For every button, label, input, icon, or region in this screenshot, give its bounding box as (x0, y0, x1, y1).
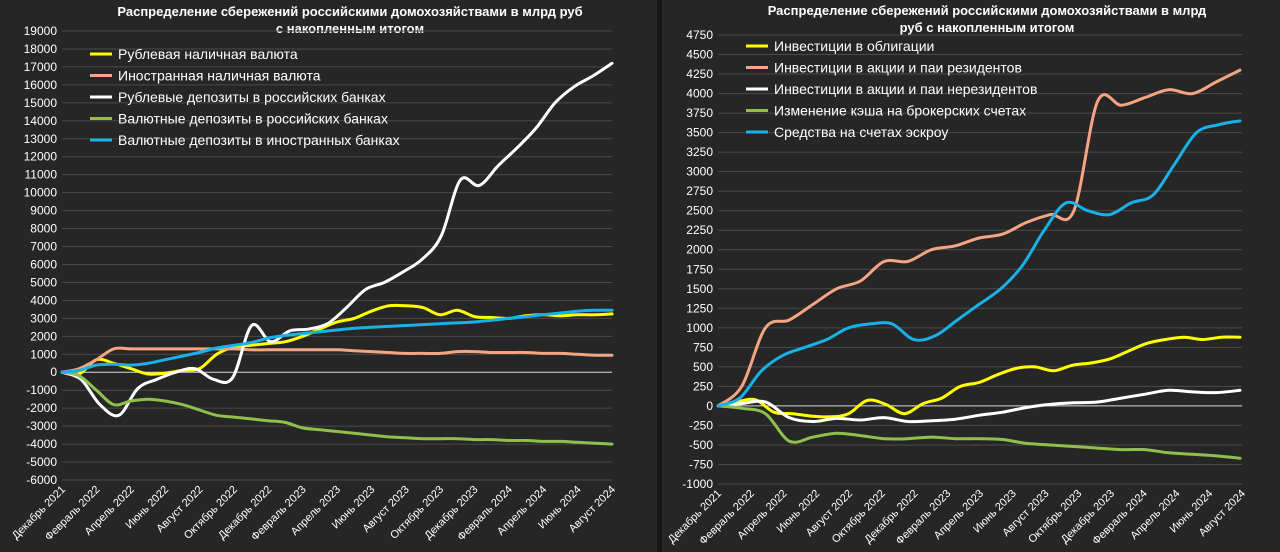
y-tick-label: -1000 (26, 383, 57, 397)
y-tick-label: -6000 (26, 473, 57, 487)
chart-left: Распределение сбережений российскими дом… (10, 4, 618, 543)
y-tick-label: 1000 (686, 321, 713, 335)
y-tick-label: 750 (693, 340, 713, 354)
y-tick-label: 15000 (24, 96, 58, 110)
y-tick-label: 12000 (24, 150, 58, 164)
chart-title-line1: Распределение сбережений российскими дом… (117, 4, 582, 19)
y-tick-label: 2750 (686, 184, 713, 198)
y-tick-label: 3500 (686, 126, 713, 140)
y-tick-label: 19000 (24, 24, 58, 38)
y-tick-label: 8000 (30, 222, 57, 236)
y-tick-label: -1000 (682, 477, 713, 491)
series-line-2 (60, 346, 614, 374)
series-line-3 (716, 388, 1242, 424)
legend-label: Валютные депозиты в российских банках (118, 111, 388, 127)
y-tick-label: -750 (689, 457, 713, 471)
panel-divider (657, 0, 662, 552)
y-tick-label: 5000 (30, 275, 57, 289)
y-tick-label: 11000 (25, 168, 58, 182)
y-tick-label: -5000 (26, 455, 57, 469)
y-tick-label: 17000 (24, 60, 58, 74)
series-line-4 (60, 370, 614, 446)
y-tick-label: 2500 (686, 204, 713, 218)
gridlines (62, 30, 612, 481)
y-tick-label: 3750 (686, 106, 713, 120)
legend-label: Рублевые депозиты в российских банках (118, 89, 386, 105)
series-line-3 (60, 61, 614, 418)
legend-label: Валютные депозиты в иностранных банках (118, 132, 400, 148)
legend-label: Инвестиции в акции и паи резидентов (774, 60, 1022, 76)
legend-label: Иностранная наличная валюта (118, 68, 321, 84)
y-tick-label: 2000 (30, 329, 57, 343)
y-tick-label: 4000 (30, 293, 57, 307)
legend-label: Инвестиции в облигации (774, 38, 934, 54)
y-tick-label: 6000 (30, 257, 57, 271)
y-tick-label: 3000 (30, 311, 57, 325)
chart-panel-right: Распределение сбережений российскими дом… (662, 0, 1280, 552)
y-tick-label: 13000 (24, 132, 58, 146)
legend-label: Средства на счетах эскроу (774, 124, 948, 140)
y-tick-label: -4000 (26, 437, 57, 451)
y-tick-label: 7000 (30, 240, 57, 254)
y-tick-label: 1250 (686, 301, 713, 315)
y-tick-label: 250 (693, 379, 713, 393)
series-line-2 (716, 68, 1242, 408)
y-tick-label: -2000 (26, 401, 57, 415)
chart-panel-left: Распределение сбережений российскими дом… (0, 0, 657, 552)
series-line-5 (716, 119, 1242, 408)
y-tick-label: 4000 (686, 87, 713, 101)
gridlines (718, 34, 1242, 485)
chart-right: Распределение сбережений российскими дом… (666, 3, 1248, 547)
y-tick-label: 0 (706, 399, 713, 413)
y-tick-label: 14000 (24, 114, 58, 128)
legend-label: Инвестиции в акции и паи нерезидентов (774, 81, 1037, 97)
y-tick-label: 2250 (686, 223, 713, 237)
y-tick-label: 1000 (30, 347, 57, 361)
series-line-4 (716, 404, 1242, 460)
legend-label: Изменение кэша на брокерских счетах (774, 103, 1026, 119)
legend-label: Рублевая наличная валюта (118, 46, 298, 62)
y-tick-label: 500 (693, 360, 713, 374)
y-tick-label: 3000 (686, 165, 713, 179)
y-tick-label: 3250 (686, 145, 713, 159)
y-tick-label: 1500 (686, 282, 713, 296)
y-tick-label: 4500 (686, 48, 713, 62)
y-tick-label: -500 (689, 438, 713, 452)
y-tick-label: 10000 (24, 186, 58, 200)
y-tick-label: 0 (50, 365, 57, 379)
y-tick-label: 18000 (24, 42, 58, 56)
y-tick-label: 4750 (686, 28, 713, 42)
y-tick-label: 16000 (24, 78, 58, 92)
series-line-1 (716, 335, 1242, 419)
series-line-5 (60, 308, 614, 374)
y-tick-label: -250 (689, 418, 713, 432)
y-tick-label: 2000 (686, 243, 713, 257)
y-tick-label: 1750 (686, 262, 713, 276)
y-tick-label: 4250 (686, 67, 713, 81)
chart-title-line1: Распределение сбережений российскими дом… (768, 3, 1207, 18)
chart-title-line2: руб с накопленным итогом (900, 20, 1075, 35)
chart-title-line2: с накопленным итогом (276, 21, 424, 36)
y-tick-label: -3000 (26, 419, 57, 433)
y-tick-label: 9000 (30, 204, 57, 218)
